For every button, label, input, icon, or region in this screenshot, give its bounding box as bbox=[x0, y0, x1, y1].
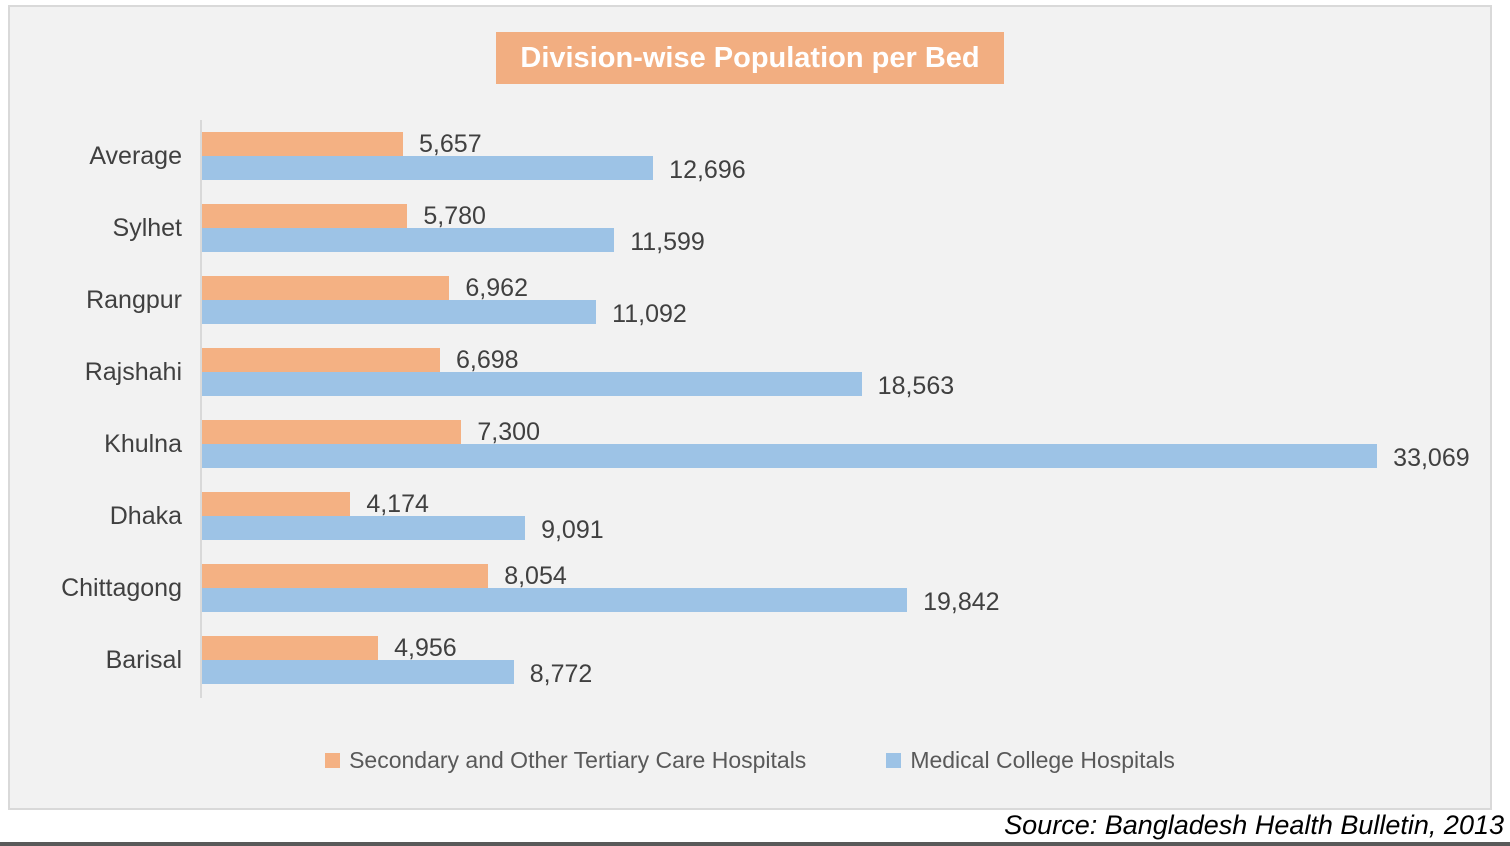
chart-title: Division-wise Population per Bed bbox=[496, 32, 1004, 84]
category-label: Average bbox=[89, 142, 182, 170]
value-label: 7,300 bbox=[477, 418, 540, 446]
bar-series1-barisal bbox=[202, 636, 379, 660]
legend-label-medical: Medical College Hospitals bbox=[910, 747, 1175, 773]
value-label: 6,962 bbox=[465, 274, 528, 302]
legend-swatch-secondary-icon bbox=[325, 753, 341, 768]
bar-series2-rangpur bbox=[202, 300, 597, 324]
legend-item-secondary: Secondary and Other Tertiary Care Hospit… bbox=[325, 747, 806, 774]
value-label: 4,956 bbox=[394, 634, 457, 662]
bar-series2-rajshahi bbox=[202, 372, 862, 396]
bar-series2-khulna bbox=[202, 444, 1378, 468]
value-label: 18,563 bbox=[877, 372, 955, 400]
value-label: 19,842 bbox=[923, 588, 1000, 616]
category-label: Dhaka bbox=[109, 502, 182, 530]
bar-row-rangpur: Rangpur 6,962 11,092 bbox=[86, 264, 1492, 336]
category-label: Chittagong bbox=[61, 574, 182, 602]
bottom-rule bbox=[0, 842, 1510, 846]
value-label: 8,054 bbox=[504, 562, 567, 590]
bar-series2-chittagong bbox=[202, 588, 908, 612]
value-label: 4,174 bbox=[366, 490, 429, 518]
chart-title-wrap: Division-wise Population per Bed bbox=[10, 32, 1490, 84]
legend-label-secondary: Secondary and Other Tertiary Care Hospit… bbox=[349, 747, 807, 773]
bar-series1-sylhet bbox=[202, 204, 408, 228]
bar-series2-barisal bbox=[202, 660, 514, 684]
legend-swatch-medical-icon bbox=[886, 753, 902, 768]
category-label: Rangpur bbox=[86, 286, 182, 314]
category-axis-line bbox=[200, 120, 202, 698]
value-label: 5,780 bbox=[423, 202, 486, 230]
bar-row-average: Average 5,657 12,696 bbox=[89, 120, 1492, 192]
category-label: Rajshahi bbox=[84, 358, 182, 386]
bar-row-dhaka: Dhaka 4,174 9,091 bbox=[110, 480, 1492, 552]
bar-row-rajshahi: Rajshahi 6,698 18,563 bbox=[85, 336, 1492, 408]
value-label: 12,696 bbox=[669, 156, 746, 184]
bar-series2-sylhet bbox=[202, 228, 615, 252]
bar-series1-average bbox=[202, 132, 404, 156]
category-label: Sylhet bbox=[112, 214, 182, 242]
chart-frame: Division-wise Population per Bed Average… bbox=[8, 5, 1492, 810]
category-label: Barisal bbox=[105, 646, 182, 674]
bar-series2-dhaka bbox=[202, 516, 526, 540]
bar-series1-rajshahi bbox=[202, 348, 441, 372]
bar-row-khulna: Khulna 7,300 33,069 bbox=[104, 408, 1492, 480]
bar-row-barisal: Barisal 4,956 8,772 bbox=[106, 624, 1492, 696]
value-label: 6,698 bbox=[456, 346, 519, 374]
bar-series1-rangpur bbox=[202, 276, 450, 300]
bar-series1-chittagong bbox=[202, 564, 489, 588]
value-label: 8,772 bbox=[529, 660, 593, 688]
bar-series1-khulna bbox=[202, 420, 462, 444]
bar-row-chittagong: Chittagong 8,054 19,842 bbox=[61, 552, 1492, 624]
bar-row-sylhet: Sylhet 5,780 11,599 bbox=[113, 192, 1492, 264]
chart-legend: Secondary and Other Tertiary Care Hospit… bbox=[10, 747, 1490, 774]
value-label: 11,599 bbox=[630, 228, 705, 256]
legend-item-medical: Medical College Hospitals bbox=[886, 747, 1175, 774]
bar-series1-dhaka bbox=[202, 492, 351, 516]
bar-series2-average bbox=[202, 156, 654, 180]
category-label: Khulna bbox=[104, 430, 182, 458]
value-label: 11,092 bbox=[612, 300, 687, 328]
source-note: Source: Bangladesh Health Bulletin, 2013 bbox=[1004, 810, 1504, 840]
value-label: 5,657 bbox=[419, 130, 482, 158]
plot-area: Average 5,657 12,696 Sylhet 5,780 11,599 Rangp… bbox=[61, 120, 1492, 698]
value-label: 9,091 bbox=[541, 516, 604, 544]
value-label: 33,069 bbox=[1393, 444, 1470, 472]
